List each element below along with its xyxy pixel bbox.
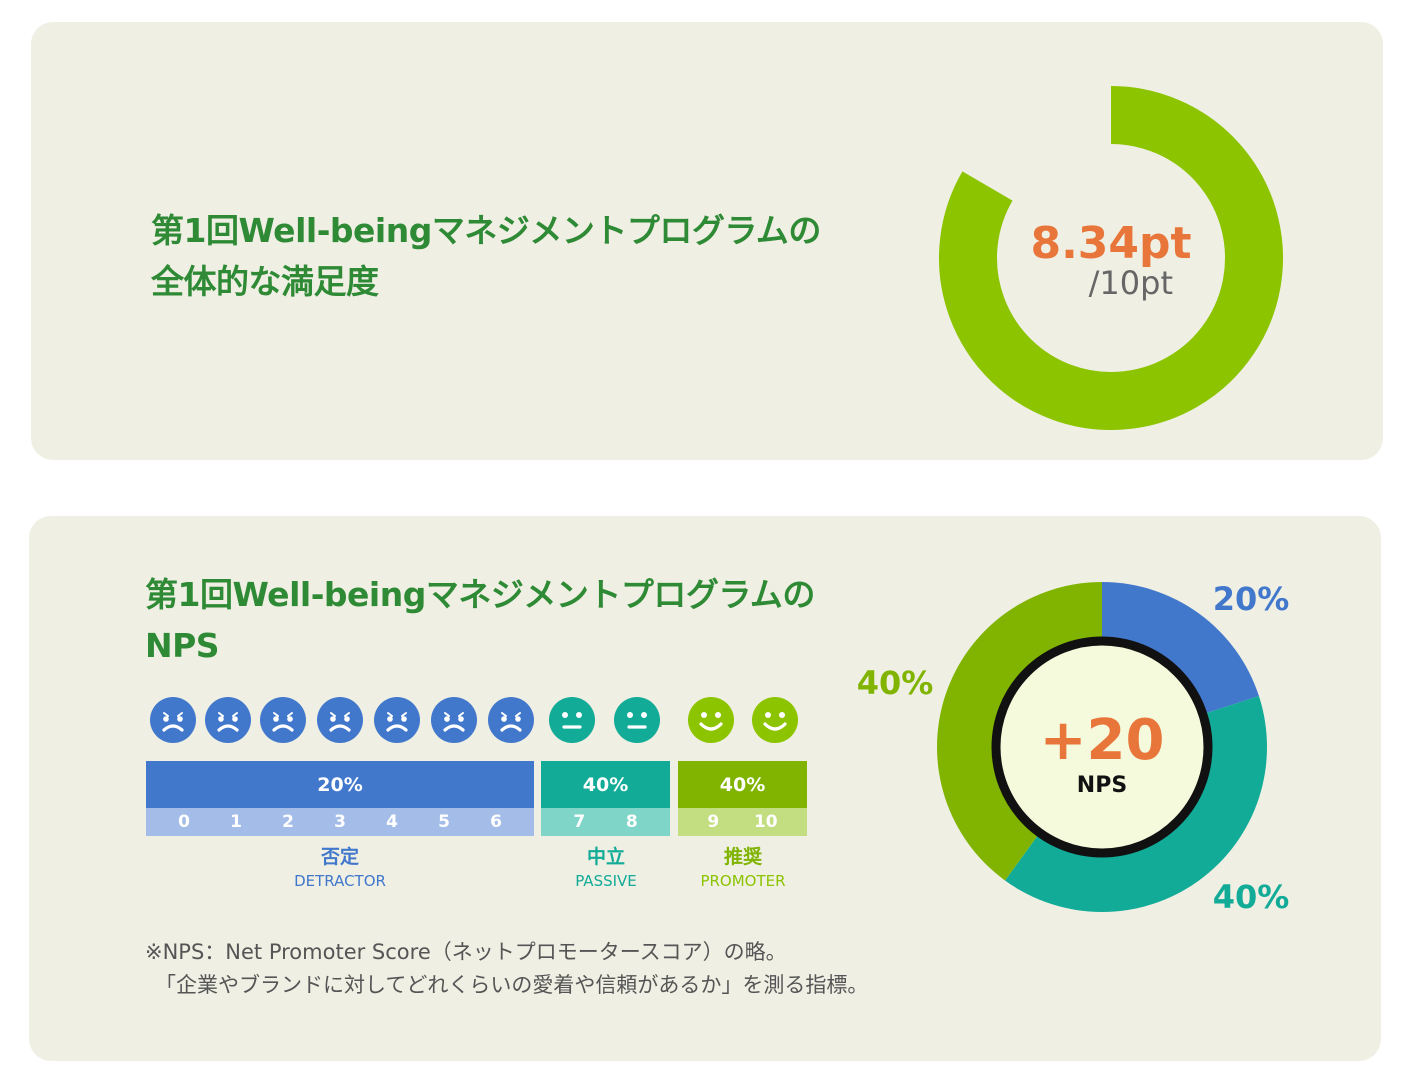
segment-detractor-scores: 0 1 2 3 4 5 6 xyxy=(146,808,534,836)
sad-face-icon xyxy=(317,697,363,743)
satisfaction-max: /10pt xyxy=(1089,264,1173,302)
satisfaction-ring-arc xyxy=(939,86,1283,430)
score-label: 10 xyxy=(753,812,778,832)
score-label: 5 xyxy=(438,812,450,832)
sad-face-icon xyxy=(431,697,477,743)
footnote-line1: ※NPS：Net Promoter Score（ネットプロモータースコア）の略。 xyxy=(145,940,787,964)
segment-passive: 40% 7 8 xyxy=(541,761,670,836)
happy-face-icon xyxy=(752,697,798,743)
category-detractor: 否定 DETRACTOR xyxy=(240,844,440,892)
slice-label-promoter: 40% xyxy=(857,664,934,702)
score-label: 0 xyxy=(178,812,190,832)
nps-center-disc xyxy=(991,636,1213,858)
score-label: 1 xyxy=(230,812,242,832)
sad-face-icon xyxy=(488,697,534,743)
segment-passive-scores: 7 8 xyxy=(541,808,670,836)
category-promoter-jp: 推奨 xyxy=(723,846,762,868)
score-label: 8 xyxy=(625,812,638,832)
nps-title-line1: 第1回Well-beingマネジメントプログラムの xyxy=(145,575,815,614)
category-detractor-en: DETRACTOR xyxy=(294,872,386,890)
segment-detractor-percent: 20% xyxy=(146,761,534,808)
category-promoter-en: PROMOTER xyxy=(700,872,786,890)
score-label: 3 xyxy=(334,812,346,832)
category-passive-jp: 中立 xyxy=(586,846,625,868)
satisfaction-title-line1: 第1回Well-beingマネジメントプログラムの xyxy=(151,211,821,250)
category-passive-en: PASSIVE xyxy=(575,872,637,890)
score-label: 6 xyxy=(490,812,502,832)
neutral-face-icon xyxy=(549,697,595,743)
happy-face-icon xyxy=(688,697,734,743)
nps-center-label: NPS xyxy=(1077,773,1127,798)
satisfaction-card: 第1回Well-beingマネジメントプログラムの 全体的な満足度 8.34pt… xyxy=(31,22,1383,460)
segment-promoter: 40% 9 10 xyxy=(678,761,807,836)
segment-passive-percent: 40% xyxy=(541,761,670,808)
nps-footnote: ※NPS：Net Promoter Score（ネットプロモータースコア）の略。… xyxy=(145,936,868,1002)
category-detractor-jp: 否定 xyxy=(320,846,359,868)
satisfaction-score: 8.34pt xyxy=(1030,218,1191,269)
sad-face-icon xyxy=(205,697,251,743)
score-label: 2 xyxy=(282,812,294,832)
slice-label-passive: 40% xyxy=(1213,878,1290,916)
slice-label-detractor: 20% xyxy=(1213,580,1290,618)
nps-pie-chart: +20 NPS 20% 40% 40% xyxy=(857,580,1290,916)
satisfaction-title: 第1回Well-beingマネジメントプログラムの 全体的な満足度 xyxy=(151,205,821,307)
nps-card: 第1回Well-beingマネジメントプログラムの NPS 20% 0 1 2 … xyxy=(29,516,1381,1061)
satisfaction-title-line2: 全体的な満足度 xyxy=(151,262,379,301)
category-passive: 中立 PASSIVE xyxy=(506,844,706,892)
sad-face-icon xyxy=(150,697,196,743)
segment-promoter-scores: 9 10 xyxy=(678,808,807,836)
category-promoter: 推奨 PROMOTER xyxy=(643,844,843,892)
score-label: 9 xyxy=(707,812,720,832)
score-label: 4 xyxy=(386,812,398,832)
nps-title: 第1回Well-beingマネジメントプログラムの NPS xyxy=(145,569,815,671)
sad-face-icon xyxy=(374,697,420,743)
segment-promoter-percent: 40% xyxy=(678,761,807,808)
segment-detractor: 20% 0 1 2 3 4 5 6 xyxy=(146,761,534,836)
neutral-face-icon xyxy=(614,697,660,743)
nps-title-line2: NPS xyxy=(145,626,220,665)
footnote-line2: 「企業やブランドに対してどれくらいの愛着や信頼があるか」を測る指標。 xyxy=(155,973,869,997)
nps-center-value: +20 xyxy=(1040,708,1165,773)
score-label: 7 xyxy=(573,812,586,832)
satisfaction-donut-chart: 8.34pt /10pt xyxy=(939,86,1283,430)
sad-face-icon xyxy=(260,697,306,743)
